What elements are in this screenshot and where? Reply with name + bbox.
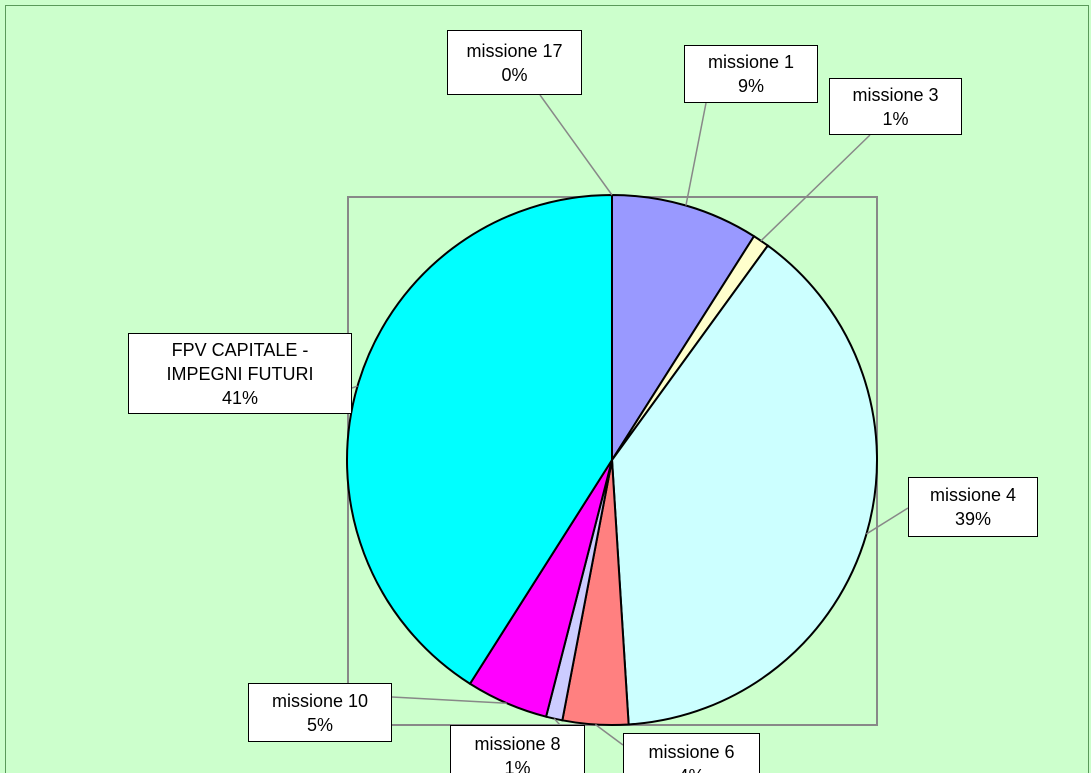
data-label: missione 4 39% xyxy=(908,477,1038,537)
leader-line xyxy=(866,507,909,535)
data-label: missione 17 0% xyxy=(447,30,582,95)
leader-line xyxy=(594,723,624,746)
label-name: missione 1 xyxy=(707,52,795,72)
label-value: 1% xyxy=(504,758,531,773)
data-label: missione 3 1% xyxy=(829,78,962,135)
label-value: 9% xyxy=(737,76,764,96)
leader-line xyxy=(539,94,613,196)
chart-border xyxy=(5,5,1089,773)
data-label: missione 6 4% xyxy=(623,733,760,773)
label-value: 39% xyxy=(954,509,992,529)
label-value: 0% xyxy=(501,64,528,85)
label-name: missione 6 xyxy=(648,742,735,762)
label-value: 4% xyxy=(630,764,753,773)
leader-line xyxy=(553,718,561,726)
data-label: missione 1 9% xyxy=(684,45,818,103)
leader-line xyxy=(391,696,507,704)
label-value: 1% xyxy=(882,108,909,129)
data-label: missione 10 5% xyxy=(248,683,392,742)
label-name: missione 8 xyxy=(474,734,561,754)
label-name: FPV CAPITALE - IMPEGNI FUTURI xyxy=(166,339,314,384)
label-name: missione 4 xyxy=(929,485,1017,505)
label-value: 5% xyxy=(306,714,333,735)
data-label: missione 8 1% xyxy=(450,725,585,773)
label-value: 41% xyxy=(221,387,259,408)
label-name: missione 17 xyxy=(466,40,563,61)
data-label: FPV CAPITALE - IMPEGNI FUTURI 41% xyxy=(128,333,352,414)
pie-slice xyxy=(610,244,878,726)
leader-line xyxy=(685,102,707,206)
leader-line xyxy=(351,385,358,389)
label-name: missione 3 xyxy=(852,84,939,105)
label-name: missione 10 xyxy=(271,690,369,711)
leader-line xyxy=(760,134,871,242)
pie-slice xyxy=(346,193,613,686)
